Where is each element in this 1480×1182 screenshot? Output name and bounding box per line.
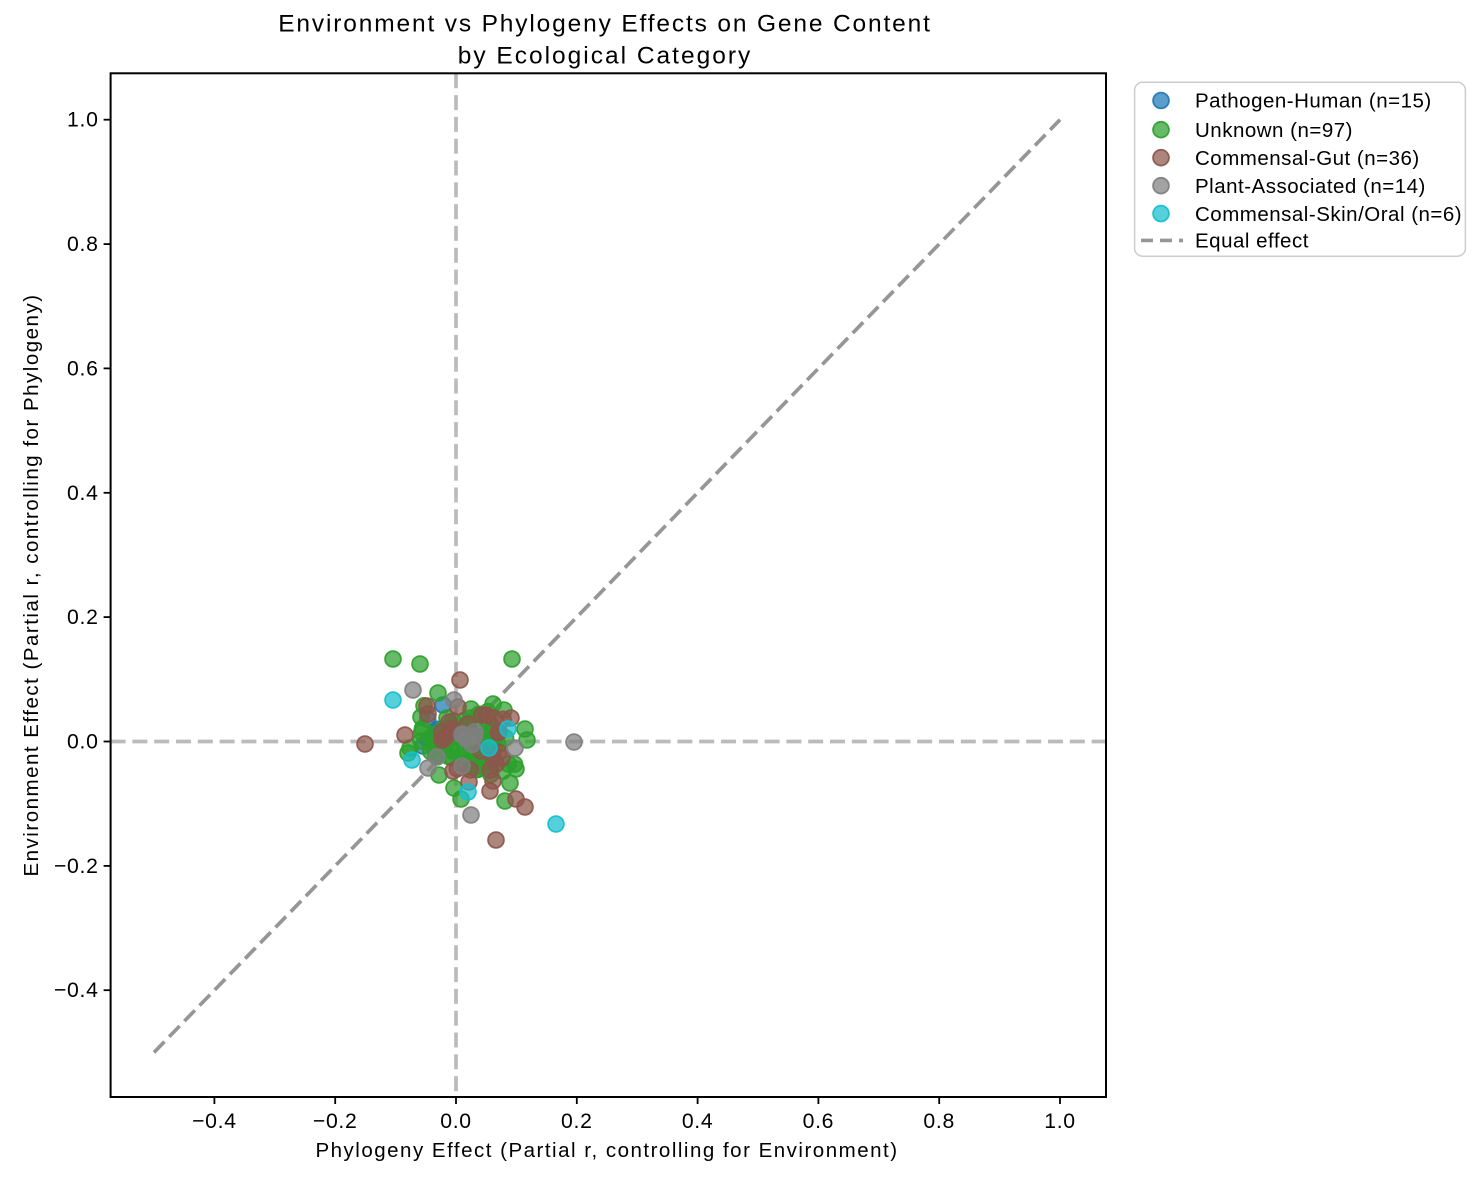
svg-text:0.8: 0.8 xyxy=(923,1110,955,1133)
svg-text:Equal effect: Equal effect xyxy=(1195,230,1309,253)
svg-text:−0.4: −0.4 xyxy=(192,1110,237,1133)
svg-text:1.0: 1.0 xyxy=(67,109,99,132)
svg-text:by Ecological Category: by Ecological Category xyxy=(458,43,753,70)
svg-text:Commensal-Gut (n=36): Commensal-Gut (n=36) xyxy=(1195,147,1420,170)
svg-text:Phylogeny Effect (Partial r, c: Phylogeny Effect (Partial r, controlling… xyxy=(315,1139,898,1162)
svg-text:Unknown (n=97): Unknown (n=97) xyxy=(1195,119,1353,142)
svg-text:Environment vs Phylogeny Effec: Environment vs Phylogeny Effects on Gene… xyxy=(278,11,932,38)
svg-text:Plant-Associated (n=14): Plant-Associated (n=14) xyxy=(1195,175,1426,198)
svg-text:0.6: 0.6 xyxy=(67,357,99,380)
svg-text:0.6: 0.6 xyxy=(803,1110,835,1133)
svg-text:0.4: 0.4 xyxy=(67,482,99,505)
svg-text:0.8: 0.8 xyxy=(67,233,99,256)
svg-text:0.2: 0.2 xyxy=(67,606,99,629)
svg-text:Environment Effect (Partial r,: Environment Effect (Partial r, controlli… xyxy=(20,293,43,876)
svg-text:Commensal-Skin/Oral (n=6): Commensal-Skin/Oral (n=6) xyxy=(1195,203,1462,226)
svg-text:0.0: 0.0 xyxy=(440,1110,472,1133)
svg-text:0.0: 0.0 xyxy=(67,731,99,754)
svg-text:0.4: 0.4 xyxy=(682,1110,714,1133)
svg-text:1.0: 1.0 xyxy=(1044,1110,1076,1133)
svg-text:Pathogen-Human (n=15): Pathogen-Human (n=15) xyxy=(1195,90,1432,113)
svg-text:−0.2: −0.2 xyxy=(313,1110,358,1133)
svg-text:0.2: 0.2 xyxy=(561,1110,593,1133)
svg-text:−0.4: −0.4 xyxy=(54,979,99,1002)
svg-text:−0.2: −0.2 xyxy=(54,855,99,878)
